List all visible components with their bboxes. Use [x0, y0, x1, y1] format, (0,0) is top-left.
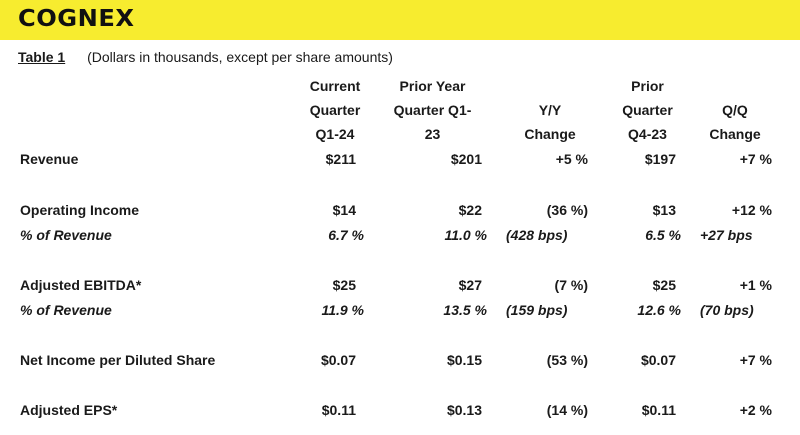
table-note: (Dollars in thousands, except per share … [87, 49, 393, 65]
table-label: Table 1 [18, 49, 66, 65]
brand-banner: COGNEX [0, 0, 800, 40]
table-row-adjusted-eps: Adjusted EPS* $0.11 $0.13 (14 %) $0.11 +… [20, 402, 772, 418]
table-row-adjusted-ebitda: Adjusted EBITDA* $25 $27 (7 %) $25 +1 % [20, 277, 772, 293]
col-header-prior-year: Prior Year Quarter Q1- 23 [393, 78, 472, 142]
cognex-logo: COGNEX [18, 6, 135, 32]
table-row-operating-income: Operating Income $14 $22 (36 %) $13 +12 … [20, 202, 772, 218]
table-caption: Table 1 (Dollars in thousands, except pe… [18, 49, 393, 65]
col-header-current: Current Quarter Q1-24 [309, 78, 361, 142]
col-header-qq-change: Q/Q Change [709, 102, 761, 142]
col-header-yy-change: Y/Y Change [524, 102, 576, 142]
table-row-net-income-per-share: Net Income per Diluted Share $0.07 $0.15… [20, 352, 772, 368]
col-header-prior-quarter: Prior Quarter Q4-23 [622, 78, 673, 142]
table-row-revenue: Revenue $211 $201 +5 % $197 +7 % [20, 151, 772, 167]
table-row-operating-income-pct: % of Revenue 6.7 % 11.0 % (428 bps) 6.5 … [20, 227, 753, 243]
table-row-adjusted-ebitda-pct: % of Revenue 11.9 % 13.5 % (159 bps) 12.… [20, 302, 754, 318]
